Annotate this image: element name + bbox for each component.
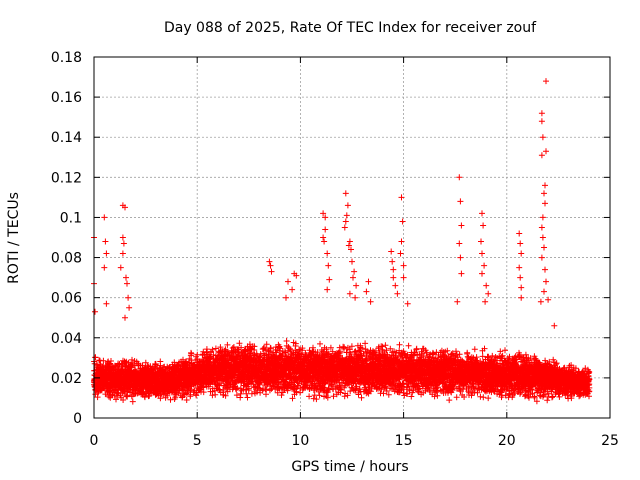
data-point: [120, 397, 127, 403]
data-point: [215, 381, 222, 388]
data-point: [167, 396, 174, 403]
data-point: [222, 392, 229, 399]
data-point: [100, 357, 107, 364]
data-points: [91, 78, 593, 405]
data-point: [212, 345, 219, 352]
data-point: [200, 389, 207, 396]
data-point: [209, 346, 216, 353]
data-point: [210, 351, 217, 358]
data-point: [111, 362, 118, 369]
data-point: [174, 362, 181, 369]
data-point: [129, 398, 136, 405]
data-point: [113, 396, 119, 403]
data-point: [224, 341, 231, 348]
data-point: [141, 394, 148, 401]
data-point: [183, 397, 190, 403]
data-point: [94, 390, 101, 396]
data-point: [108, 358, 114, 364]
data-point: [212, 391, 219, 398]
data-point: [188, 386, 194, 393]
data-point: [172, 394, 179, 401]
data-point: [188, 350, 195, 357]
data-point: [193, 392, 200, 399]
data-point: [194, 351, 201, 358]
